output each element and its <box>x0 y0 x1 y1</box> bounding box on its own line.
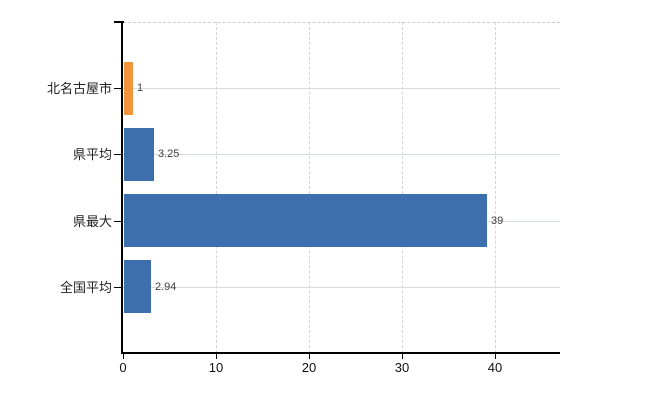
x-axis-tick <box>216 354 217 359</box>
y-axis-line <box>121 22 123 353</box>
y-axis-category-label: 県平均 <box>72 147 112 162</box>
x-axis-tick <box>495 354 496 359</box>
bar <box>124 194 487 247</box>
bar-value-label: 1 <box>137 82 144 94</box>
y-gridline <box>123 88 560 89</box>
y-axis-tick <box>114 221 123 222</box>
x-gridline <box>309 22 310 353</box>
y-axis-tick <box>114 154 123 155</box>
x-axis-tick-label: 20 <box>301 360 317 375</box>
y-axis-tick <box>114 287 123 288</box>
bar <box>124 62 133 115</box>
y-axis-category-label: 北名古屋市 <box>46 81 112 96</box>
bar-value-label: 39 <box>491 215 504 227</box>
x-axis-tick-label: 40 <box>487 360 503 375</box>
x-gridline <box>402 22 403 353</box>
y-gridline <box>123 154 560 155</box>
bar <box>124 128 154 181</box>
y-axis-top-tick <box>114 21 124 23</box>
x-axis-tick-label: 10 <box>208 360 224 375</box>
x-axis-tick <box>309 354 310 359</box>
x-axis-tick-label: 30 <box>394 360 410 375</box>
bar <box>124 260 151 313</box>
plot-top-border <box>123 22 560 23</box>
x-axis-tick-label: 0 <box>119 360 127 375</box>
bar-value-label: 3.25 <box>158 148 180 160</box>
y-axis-category-label: 全国平均 <box>59 280 112 295</box>
x-axis-line <box>121 352 560 354</box>
x-gridline <box>216 22 217 353</box>
y-axis-tick <box>114 88 123 89</box>
x-axis-tick <box>123 354 124 359</box>
y-gridline <box>123 287 560 288</box>
bar-value-label: 2.94 <box>155 281 177 293</box>
y-axis-category-label: 県最大 <box>72 214 112 229</box>
x-axis-tick <box>402 354 403 359</box>
x-gridline <box>495 22 496 353</box>
